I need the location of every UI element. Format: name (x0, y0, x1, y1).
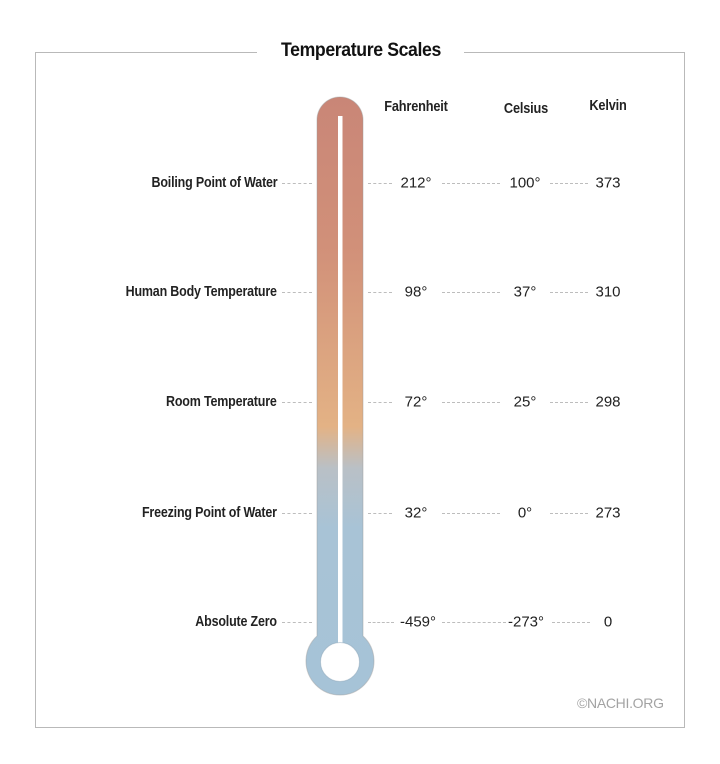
leader-line (550, 292, 588, 293)
leader-line (442, 622, 506, 623)
value-kelvin: 373 (595, 174, 621, 192)
leader-line (282, 183, 312, 184)
column-header-fahrenheit: Fahrenheit (384, 99, 448, 115)
leader-line (282, 402, 312, 403)
value-kelvin: 298 (595, 393, 621, 411)
leader-line (282, 513, 312, 514)
copyright-text: ©NACHI.ORG (577, 695, 664, 711)
row-label-absolute-zero: Absolute Zero (195, 614, 277, 630)
value-celsius: -273° (507, 613, 545, 631)
leader-line (442, 402, 500, 403)
leader-line (552, 622, 590, 623)
value-fahrenheit: -459° (399, 613, 437, 631)
leader-line (550, 183, 588, 184)
row-label-human-body: Human Body Temperature (125, 284, 277, 300)
leader-line (442, 183, 500, 184)
leader-line (368, 402, 392, 403)
value-kelvin: 0 (603, 613, 613, 631)
value-celsius: 37° (513, 283, 537, 301)
value-kelvin: 273 (595, 504, 621, 522)
value-celsius: 25° (513, 393, 537, 411)
leader-line (442, 292, 500, 293)
row-label-freezing-point: Freezing Point of Water (142, 505, 277, 521)
value-fahrenheit: 98° (404, 283, 428, 301)
value-celsius: 100° (509, 174, 541, 192)
leader-line (368, 183, 392, 184)
row-label-boiling-point: Boiling Point of Water (151, 175, 277, 191)
title-container: Temperature Scales (257, 36, 464, 66)
leader-line (368, 292, 392, 293)
leader-line (368, 513, 392, 514)
column-header-kelvin: Kelvin (589, 98, 627, 114)
value-fahrenheit: 72° (404, 393, 428, 411)
diagram-title: Temperature Scales (280, 40, 441, 61)
leader-line (282, 292, 312, 293)
value-kelvin: 310 (595, 283, 621, 301)
leader-line (282, 622, 312, 623)
row-label-room-temperature: Room Temperature (166, 394, 277, 410)
leader-line (442, 513, 500, 514)
value-fahrenheit: 212° (400, 174, 432, 192)
column-header-celsius: Celsius (503, 101, 549, 117)
leader-line (368, 622, 394, 623)
leader-line (550, 513, 588, 514)
leader-line (550, 402, 588, 403)
value-celsius: 0° (517, 504, 533, 522)
value-fahrenheit: 32° (404, 504, 428, 522)
